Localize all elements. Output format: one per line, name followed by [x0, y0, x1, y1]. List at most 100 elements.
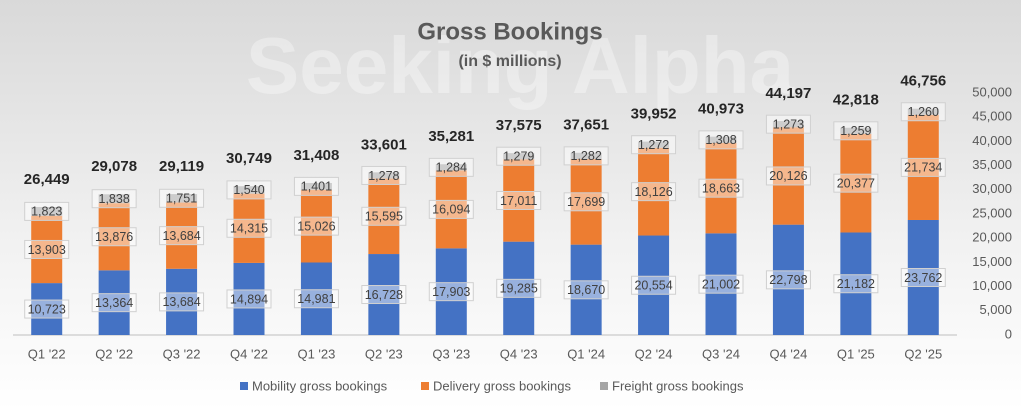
x-tick-label: Q2 '24	[635, 346, 673, 361]
data-label: 1,272	[638, 138, 669, 152]
data-label: 1,540	[233, 183, 264, 197]
data-label: 13,876	[95, 230, 133, 244]
legend-swatch	[600, 382, 608, 390]
bar-segment	[503, 159, 535, 242]
legend-label: Mobility gross bookings	[252, 378, 388, 393]
bar-segment	[840, 232, 872, 335]
bar-segment	[98, 270, 130, 335]
bar-segment	[233, 262, 265, 335]
bar-segment	[98, 194, 130, 204]
data-label-box	[833, 121, 879, 141]
total-label: 29,119	[159, 158, 204, 175]
bar-segment	[772, 224, 804, 335]
bar-segment	[166, 268, 198, 335]
total-label: 31,408	[293, 147, 339, 164]
data-label: 1,401	[301, 180, 332, 194]
bar-segment	[435, 170, 467, 249]
data-label-box	[563, 280, 609, 300]
bar-segment	[368, 172, 400, 179]
data-label: 1,308	[705, 133, 736, 147]
bar-segment	[435, 248, 467, 335]
data-label: 13,684	[162, 295, 200, 309]
x-tick-label: Q3 '22	[163, 346, 201, 361]
data-label-box	[226, 289, 272, 309]
chart-subtitle: (in $ millions)	[458, 53, 561, 70]
data-label-box	[496, 190, 542, 210]
bar-segment	[772, 121, 804, 128]
data-label-box	[361, 285, 407, 305]
data-label-box	[91, 189, 137, 209]
bar-segment	[638, 235, 670, 335]
data-label: 1,273	[773, 117, 804, 131]
data-label-box	[765, 270, 811, 290]
data-label: 10,723	[28, 302, 66, 316]
legend-swatch	[421, 382, 429, 390]
data-label-box	[159, 292, 205, 312]
bar-segment	[31, 215, 63, 284]
data-label: 1,260	[908, 105, 939, 119]
x-tick-label: Q2 '23	[365, 346, 403, 361]
data-label-box	[293, 176, 339, 196]
bar-segment	[300, 262, 332, 335]
bar-segment	[166, 202, 198, 269]
data-label-box	[361, 206, 407, 226]
data-label: 15,595	[365, 210, 403, 224]
data-label: 20,126	[769, 169, 807, 183]
data-label: 19,285	[500, 282, 538, 296]
data-label: 1,278	[368, 169, 399, 183]
data-label: 1,838	[99, 192, 130, 206]
data-label: 13,684	[162, 229, 200, 243]
data-label-box	[226, 218, 272, 238]
total-label: 39,952	[631, 106, 677, 123]
data-label: 16,728	[365, 288, 403, 302]
bar-segment	[368, 254, 400, 335]
data-label-box	[698, 178, 744, 198]
y-tick-label: 50,000	[972, 84, 1012, 99]
data-label-box	[159, 226, 205, 246]
x-tick-label: Q1 '24	[567, 346, 605, 361]
bar-segment	[907, 114, 939, 220]
data-label-box	[765, 114, 811, 134]
bar-segment	[840, 127, 872, 134]
bar-segment	[503, 241, 535, 335]
data-label: 15,026	[297, 219, 335, 233]
total-label: 44,197	[765, 85, 811, 102]
y-tick-label: 40,000	[972, 133, 1012, 148]
x-tick-label: Q4 '22	[230, 346, 268, 361]
data-label-box	[428, 282, 474, 302]
data-label-box	[563, 192, 609, 212]
total-label: 26,449	[24, 171, 70, 188]
total-label: 40,973	[698, 101, 744, 118]
bar-segment	[166, 194, 198, 203]
data-label: 13,364	[95, 296, 133, 310]
data-label: 18,126	[634, 185, 672, 199]
bar-segment	[705, 143, 737, 234]
y-tick-label: 30,000	[972, 181, 1012, 196]
data-label-box	[91, 227, 137, 247]
bar-segment	[570, 158, 602, 245]
bar-segment	[98, 203, 130, 271]
bar-segment	[233, 186, 265, 194]
data-label-box	[833, 173, 879, 193]
data-label: 14,981	[297, 292, 335, 306]
y-tick-label: 15,000	[972, 254, 1012, 269]
y-tick-label: 20,000	[972, 230, 1012, 245]
total-label: 42,818	[833, 92, 879, 109]
data-label-box	[631, 275, 677, 295]
data-label: 1,751	[166, 192, 197, 206]
bar-segment	[705, 136, 737, 144]
data-label: 21,734	[904, 161, 942, 175]
data-label-box	[428, 199, 474, 219]
data-label: 21,182	[837, 277, 875, 291]
legend-swatch	[240, 382, 248, 390]
bar-segment	[772, 127, 804, 225]
x-tick-label: Q2 '25	[904, 346, 942, 361]
x-tick-label: Q2 '22	[95, 346, 133, 361]
data-label: 18,670	[567, 283, 605, 297]
data-label-box	[563, 146, 609, 166]
data-label: 20,377	[837, 176, 875, 190]
bar-segment	[503, 153, 535, 160]
data-label-box	[631, 135, 677, 155]
total-label: 35,281	[428, 128, 474, 145]
